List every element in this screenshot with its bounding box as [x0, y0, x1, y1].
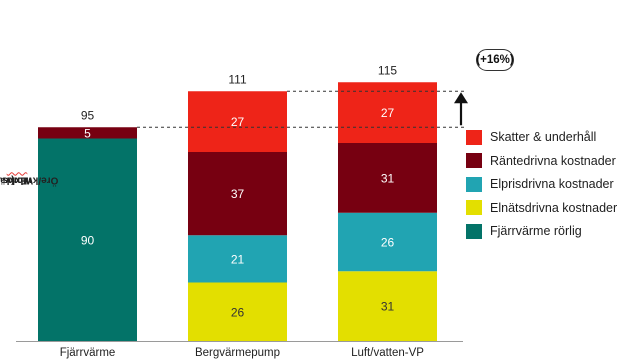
total-label-fj-rrv-rme: 95	[81, 108, 95, 122]
bar-bergv-rmepump-r-ntedrivna-kostnader	[188, 152, 287, 236]
legend-item-r-ntedrivna-kostnader: Räntedrivna kostnader	[466, 152, 643, 170]
category-label-fj-rrv-rme: Fjärrvärme	[60, 347, 116, 359]
legend-label: Räntedrivna kostnader	[490, 153, 616, 168]
bars-layer	[38, 82, 437, 341]
labels-layer: 90 5 95 Fjärrvärme 26 21 37 27 111 Bergvärmepump 3…	[60, 63, 425, 359]
legend-label: Skatter & underhåll	[490, 130, 597, 144]
legend-swatch	[466, 129, 482, 145]
bar-luft-vatten-vp-eln-tsdrivna-kostnader	[338, 271, 437, 341]
bar-bergv-rmepump-elprisdrivna-kostnader	[188, 235, 287, 283]
total-label-bergv-rmepump: 111	[228, 72, 247, 86]
y-axis-label-end: moms	[2, 174, 32, 186]
data-label: 21	[231, 252, 245, 266]
bar-luft-vatten-vp-r-ntedrivna-kostnader	[338, 143, 437, 213]
data-label: 5	[84, 126, 91, 140]
y-axis-label: Öre/kWh (värme), Exkl moms	[0, 80, 58, 280]
bar-luft-vatten-vp-skatter-underh-ll	[338, 82, 437, 143]
legend-label: Elnätsdrivna kostnader	[490, 200, 618, 215]
bar-bergv-rmepump-eln-tsdrivna-kostnader	[188, 282, 287, 341]
legend: Skatter & underhåll Räntedrivna kostnader…	[466, 128, 643, 246]
category-label-bergv-rmepump: Bergvärmepump	[195, 347, 280, 359]
bar-bergv-rmepump-skatter-underh-ll	[188, 91, 287, 152]
legend-item-eln-tsdrivna-kostnader: Elnätsdrivna kostnader	[466, 199, 643, 217]
legend-swatch	[466, 200, 482, 215]
legend-swatch	[466, 223, 482, 239]
increase-badge: (+16%)	[476, 49, 514, 71]
legend-item-skatter-underh-ll: Skatter & underhåll	[466, 128, 643, 146]
legend-label: Fjärrvärme rörlig	[490, 224, 582, 238]
data-label: 31	[381, 300, 395, 314]
legend-item-elprisdrivna-kostnader: Elprisdrivna kostnader	[466, 175, 643, 193]
data-label: 31	[381, 171, 395, 185]
annotation-layer	[16, 90, 468, 342]
data-label: 26	[381, 236, 395, 250]
data-label: 27	[231, 115, 245, 129]
increase-arrow-head	[454, 92, 468, 104]
bar-luft-vatten-vp-elprisdrivna-kostnader	[338, 212, 437, 272]
data-label: 37	[231, 187, 245, 201]
total-label-luft-vatten-vp: 115	[378, 63, 397, 77]
category-label-luft-vatten-vp: Luft/vatten-VP	[351, 347, 424, 359]
data-label: 27	[381, 106, 395, 120]
legend-item-fj-rrv-rme-r-rlig: Fjärrvärme rörlig	[466, 222, 643, 240]
bar-fj-rrv-rme-r-ntedrivna-kostnader	[38, 127, 137, 139]
data-label: 90	[81, 233, 95, 247]
legend-label: Elprisdrivna kostnader	[490, 177, 614, 191]
legend-swatch	[466, 176, 482, 192]
legend-swatch	[466, 153, 482, 168]
bar-fj-rrv-rme-fj-rrv-rme-r-rlig	[38, 138, 137, 341]
data-label: 26	[231, 305, 245, 319]
